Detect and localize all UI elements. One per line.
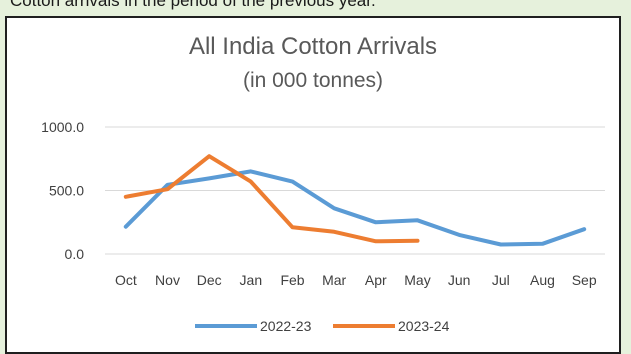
- chart-subtitle: (in 000 tonnes): [243, 69, 383, 92]
- top-text-strip: Cotton arrivals in the period of the pre…: [0, 0, 631, 16]
- x-tick-label: Oct: [115, 272, 137, 288]
- legend-label: 2022-23: [260, 318, 312, 334]
- y-tick-label: 1000.0: [41, 119, 84, 135]
- x-tick-label: Nov: [155, 272, 180, 288]
- series-lines: [123, 154, 587, 247]
- x-tick-label: Apr: [365, 272, 387, 288]
- series-line-2023-24: [123, 154, 420, 244]
- y-tick-label: 500.0: [49, 183, 84, 199]
- x-tick-label: Jun: [448, 272, 471, 288]
- top-caption-text: Cotton arrivals in the period of the pre…: [10, 0, 376, 10]
- legend-label: 2023-24: [398, 318, 450, 334]
- x-tick-label: Sep: [572, 272, 597, 288]
- x-tick-label: Mar: [322, 272, 346, 288]
- series-line-2022-23: [123, 169, 587, 247]
- x-tick-label: Feb: [280, 272, 304, 288]
- x-tick-label: Jul: [492, 272, 510, 288]
- x-tick-label: May: [404, 272, 430, 288]
- chart-title: All India Cotton Arrivals: [189, 33, 437, 60]
- gridlines: [105, 126, 605, 255]
- x-axis-tick-labels: Oct Nov Dec Jan Feb Mar Apr May Jun Jul Aug Sep: [115, 272, 597, 288]
- x-tick-label: Aug: [530, 272, 555, 288]
- legend: 2022-23 2023-24: [195, 318, 450, 334]
- chart-frame: [5, 16, 621, 354]
- y-axis-tick-labels: 0.0 500.0 1000.0: [41, 119, 84, 262]
- x-tick-label: Jan: [240, 272, 263, 288]
- y-tick-label: 0.0: [65, 246, 85, 262]
- x-tick-label: Dec: [197, 272, 222, 288]
